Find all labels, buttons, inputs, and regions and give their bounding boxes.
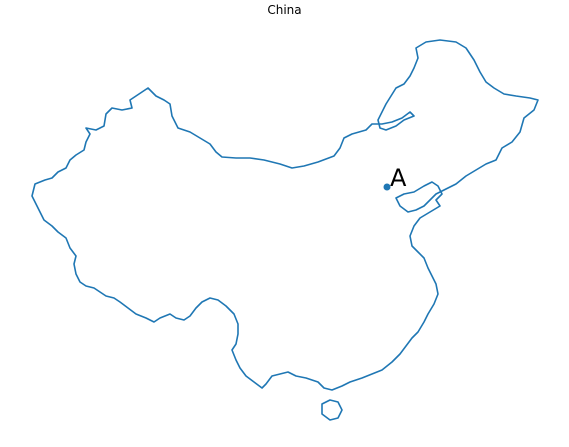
hainan-outline	[321, 399, 343, 421]
marker-label: A	[390, 164, 407, 192]
marker-point	[383, 183, 391, 191]
china-outline	[31, 39, 539, 391]
map-title: China	[267, 3, 302, 17]
